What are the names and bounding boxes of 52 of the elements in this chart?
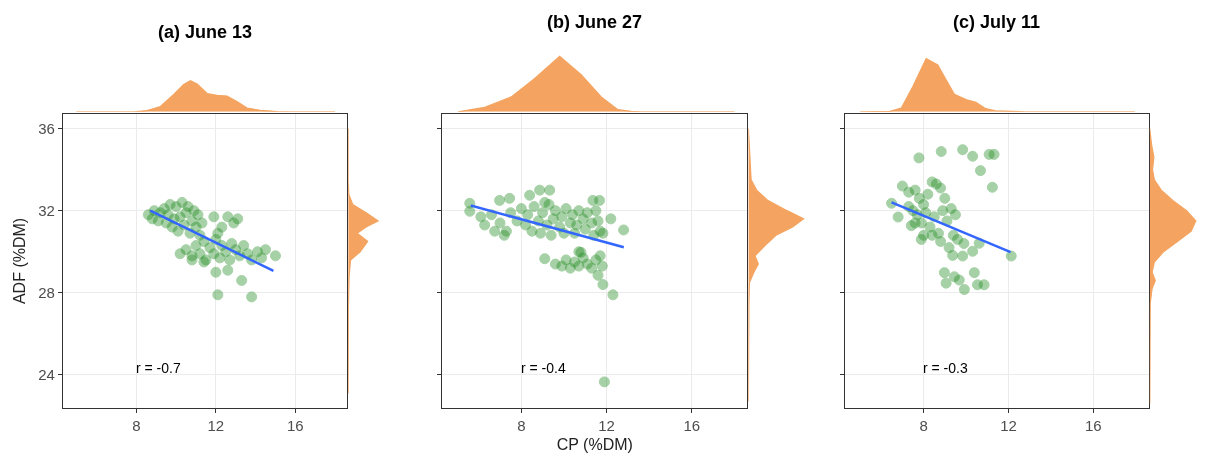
x-tick-label: 12: [598, 416, 615, 434]
point: [940, 277, 952, 289]
point: [922, 188, 934, 200]
x-tick-label: 12: [1000, 416, 1017, 434]
x-tick-label: 8: [919, 416, 928, 434]
x-tick-label: 16: [1085, 416, 1102, 434]
point: [978, 279, 990, 291]
y-tick-label: 36: [38, 119, 55, 137]
point: [968, 267, 980, 279]
point: [947, 249, 959, 261]
point: [953, 274, 965, 286]
chart-title: (c) July 11: [953, 12, 1041, 32]
point: [909, 184, 921, 196]
point: [892, 211, 904, 223]
point: [937, 205, 949, 217]
point: [967, 150, 979, 162]
point: [935, 146, 947, 158]
point: [957, 250, 969, 262]
x-tick-label: 12: [207, 416, 225, 434]
x-tick-label: 8: [517, 416, 526, 434]
point: [967, 245, 979, 257]
y-axis-title: ADF (%DM): [11, 217, 29, 305]
point: [918, 229, 930, 241]
point: [988, 148, 1000, 160]
point: [939, 192, 951, 204]
point: [935, 182, 947, 194]
annotation: r = -0.3: [923, 360, 968, 376]
y-tick-label: 24: [38, 366, 55, 384]
y-tick-label: 32: [38, 201, 55, 219]
annotation: r = -0.4: [521, 360, 566, 376]
point: [926, 229, 938, 241]
point: [949, 209, 961, 221]
point: [1005, 250, 1017, 262]
point: [974, 165, 986, 177]
point: [943, 242, 955, 254]
point: [986, 181, 998, 193]
chart-title: (b) June 27: [547, 12, 643, 32]
point: [896, 180, 908, 192]
point: [958, 284, 970, 295]
x-tick-label: 8: [132, 416, 141, 434]
point: [909, 217, 921, 229]
y-tick-label: 28: [38, 284, 55, 302]
point: [958, 238, 970, 250]
x-tick-label: 16: [683, 416, 701, 434]
point: [957, 144, 969, 156]
x-tick-label: 16: [286, 416, 304, 434]
annotation: r = -0.7: [136, 360, 181, 376]
point: [935, 235, 947, 247]
x-axis-title: CP (%DM): [556, 436, 633, 454]
chart-title: (a) June 13: [158, 22, 253, 42]
point: [938, 267, 950, 279]
point: [913, 152, 925, 164]
